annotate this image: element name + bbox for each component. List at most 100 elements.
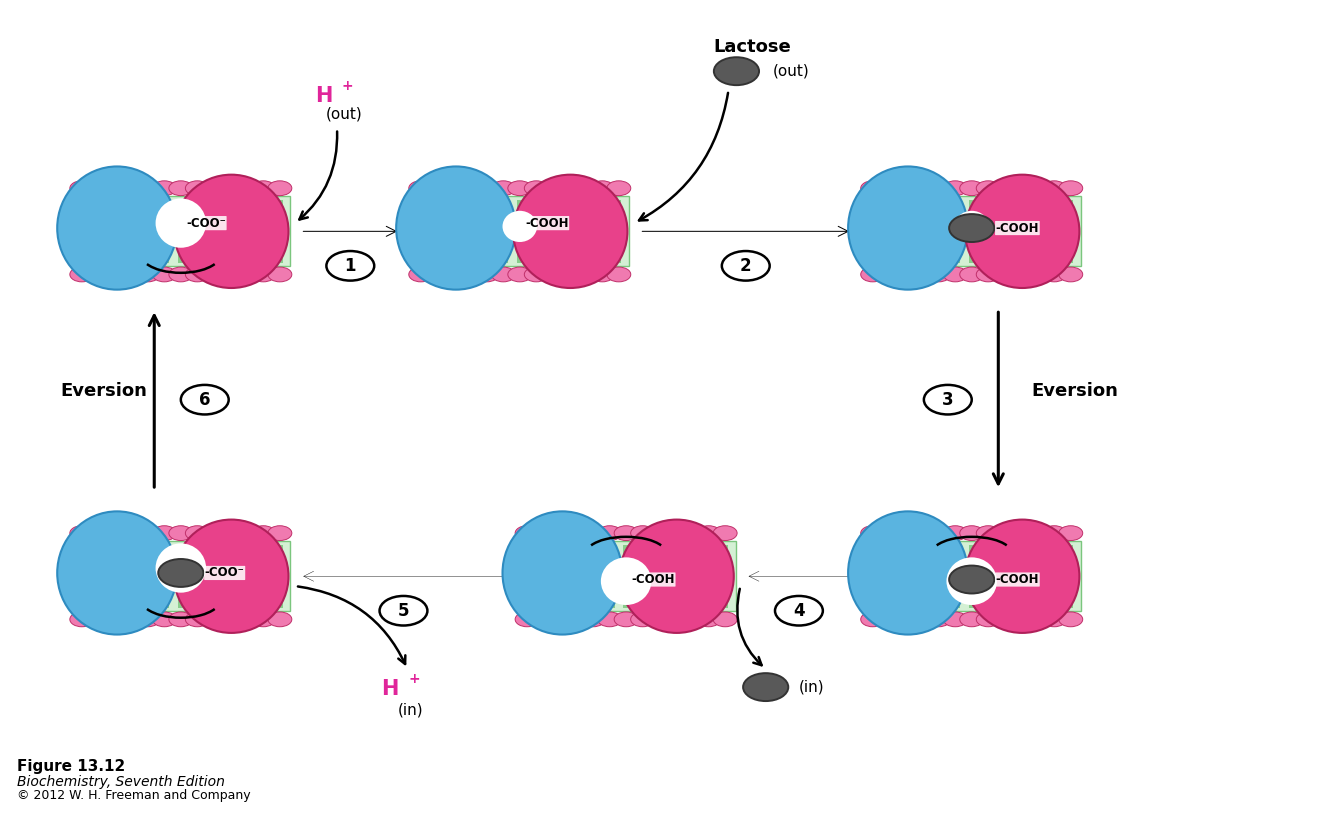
Circle shape [120,180,144,195]
Bar [567,545,573,608]
Circle shape [960,267,984,282]
Circle shape [910,267,934,282]
Text: 2: 2 [741,257,751,275]
Bar [955,199,960,263]
Bar [234,199,240,263]
Circle shape [202,612,226,627]
Bar [1026,199,1031,263]
Bar [998,545,1003,608]
Circle shape [152,180,176,195]
Bar [1054,199,1059,263]
Circle shape [103,526,127,541]
Circle shape [268,612,292,627]
Bar [998,199,1003,263]
Text: -COO⁻: -COO⁻ [186,217,226,230]
Circle shape [103,612,127,627]
Circle shape [713,612,737,627]
Bar [1054,545,1059,608]
Bar [983,545,988,608]
Circle shape [169,526,193,541]
Bar [1011,199,1016,263]
Circle shape [409,267,433,282]
Bar [474,199,480,263]
Text: H: H [381,679,398,699]
Circle shape [136,180,160,195]
Text: +: + [409,672,420,686]
Text: 1: 1 [345,257,356,275]
Circle shape [541,267,565,282]
Bar [983,199,988,263]
Bar [1040,545,1046,608]
Bar [545,199,550,263]
Circle shape [268,267,292,282]
Circle shape [218,180,242,195]
Ellipse shape [513,175,627,288]
Circle shape [557,267,581,282]
Circle shape [960,526,984,541]
Circle shape [531,526,555,541]
Bar [121,545,127,608]
Circle shape [234,526,258,541]
Bar [277,545,282,608]
Text: Biochemistry, Seventh Edition: Biochemistry, Seventh Edition [17,775,225,789]
FancyBboxPatch shape [71,541,290,611]
Circle shape [181,385,229,414]
Circle shape [557,180,581,195]
Bar [433,199,438,263]
Circle shape [927,180,951,195]
Circle shape [202,180,226,195]
Circle shape [860,180,884,195]
Circle shape [549,612,571,627]
Circle shape [549,526,571,541]
Ellipse shape [396,166,515,290]
Circle shape [743,673,789,701]
Circle shape [943,267,967,282]
Circle shape [1059,180,1083,195]
Bar [79,545,84,608]
Text: © 2012 W. H. Freeman and Company: © 2012 W. H. Freeman and Company [17,789,250,802]
Circle shape [1042,267,1066,282]
Circle shape [565,526,589,541]
Circle shape [860,267,884,282]
Bar [1040,199,1046,263]
Bar [1068,545,1074,608]
Circle shape [1026,612,1050,627]
FancyBboxPatch shape [862,196,1082,266]
Circle shape [1026,526,1050,541]
Circle shape [87,267,111,282]
Text: Eversion: Eversion [61,382,148,400]
Ellipse shape [848,166,968,290]
Bar [623,545,629,608]
Circle shape [507,180,531,195]
Circle shape [860,526,884,541]
Circle shape [159,559,204,587]
Circle shape [1010,612,1034,627]
Bar [666,545,671,608]
Bar [121,199,127,263]
Circle shape [169,612,193,627]
Text: 6: 6 [198,391,210,409]
Bar [709,545,714,608]
Circle shape [252,267,276,282]
Bar [912,199,918,263]
Circle shape [647,526,671,541]
Circle shape [136,267,160,282]
Circle shape [525,267,549,282]
Bar [609,545,614,608]
Ellipse shape [947,557,996,605]
Bar [262,545,268,608]
Circle shape [218,612,242,627]
Bar [151,545,156,608]
Circle shape [943,526,967,541]
Circle shape [894,180,918,195]
Circle shape [425,267,449,282]
Text: Eversion: Eversion [1031,382,1119,400]
Circle shape [1026,180,1050,195]
Circle shape [663,612,687,627]
Circle shape [681,526,705,541]
Bar [912,545,918,608]
Circle shape [775,596,823,625]
Circle shape [326,251,374,281]
Circle shape [380,596,428,625]
Bar [517,199,522,263]
